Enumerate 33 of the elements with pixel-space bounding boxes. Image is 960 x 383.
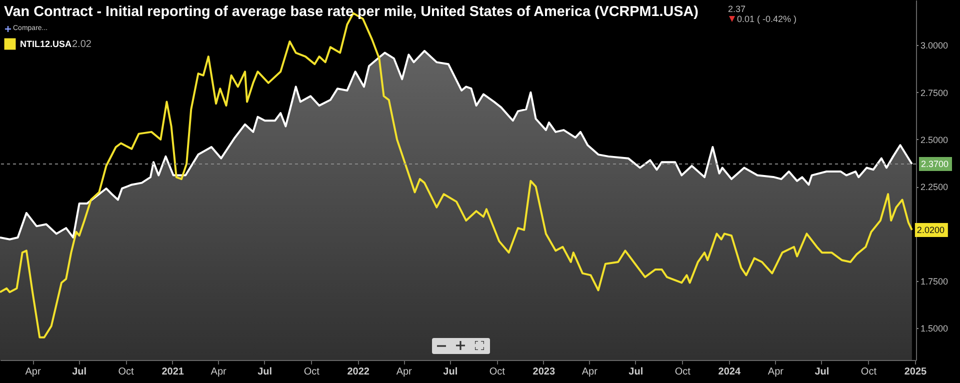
y-tick-label: 2.2500 [920,182,948,192]
x-tick-label: Apr [582,366,598,378]
annotation: 0.01 ( -0.42% ) [737,14,797,24]
x-tick-label: Jul [628,366,644,378]
legend-label: NTIL12.USA [20,39,72,49]
x-tick-label: 2025 [904,366,928,378]
y-tick-label: 2.7500 [920,88,948,98]
x-tick-label: Oct [489,366,506,378]
x-tick-label: Apr [396,366,413,378]
x-tick-label: Oct [118,366,134,378]
x-tick-label: Jul [814,366,830,378]
x-tick-label: 2023 [532,366,556,378]
y-tick-label: 1.7500 [920,276,948,286]
x-tick-label: Oct [674,366,691,378]
annotation: 2.37 [728,4,746,14]
x-tick-label: 2022 [347,366,370,378]
x-tick-label: Oct [860,366,877,378]
y-tick-label: 3.0000 [920,40,948,51]
x-tick-label: Jul [72,366,87,378]
x-tick-label: Apr [25,366,42,378]
x-tick-label: Apr [768,366,784,378]
ref-line-label: 2.3700 [921,158,949,169]
x-tick-label: Oct [304,366,320,378]
x-tick-label: 2021 [162,366,184,378]
x-tick-label: Jul [443,366,458,378]
annotation: 2.02 [72,39,92,50]
annotation: 2.0200 [916,224,944,235]
chart-title: Van Contract - Initial reporting of average base rate per mile, United States of America (VCRPM1.USA) [4,4,698,20]
x-tick-label: 2024 [718,366,741,378]
y-tick-label: 2.5000 [920,134,948,145]
y-tick-label: 1.5000 [920,323,948,334]
x-tick-label: Apr [210,366,228,378]
x-tick-label: Jul [258,366,272,378]
